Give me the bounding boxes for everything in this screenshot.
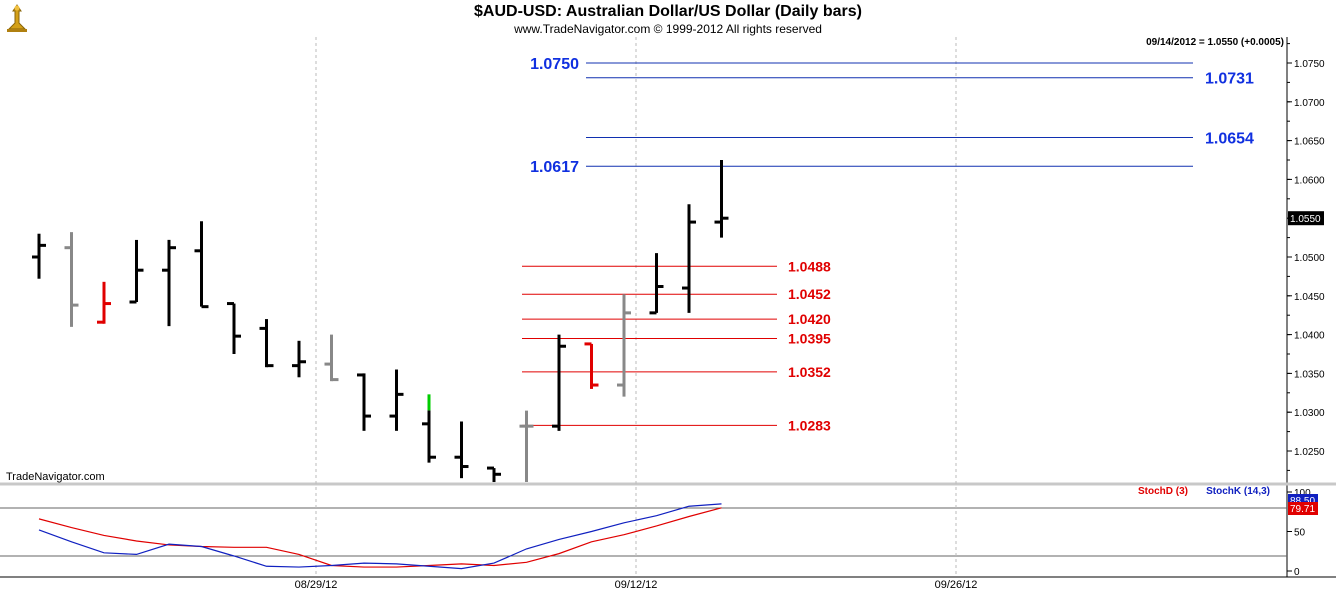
- chart-title: $AUD-USD: Australian Dollar/US Dollar (D…: [474, 3, 862, 20]
- x-tick-label: 08/29/12: [295, 579, 338, 591]
- last-price-tag: [1288, 211, 1324, 226]
- support-label: 1.0283: [788, 417, 831, 433]
- y-tick-label: 1.0600: [1294, 175, 1325, 186]
- support-label: 1.0395: [788, 330, 831, 346]
- y-tick-label: 1.0250: [1294, 447, 1325, 458]
- stoch-y-tick-label: 100: [1294, 488, 1311, 499]
- stoch-d-value: 79.71: [1290, 504, 1315, 515]
- support-label: 1.0352: [788, 364, 831, 380]
- y-tick-label: 1.0350: [1294, 369, 1325, 380]
- y-tick-label: 1.0300: [1294, 408, 1325, 419]
- stoch-k-value: 88.50: [1290, 496, 1315, 507]
- y-tick-label: 1.0450: [1294, 292, 1325, 303]
- stoch-d-value-tag: [1288, 502, 1318, 515]
- stoch-y-tick-label: 0: [1294, 567, 1300, 578]
- legend-stoch-k: StochK (14,3): [1206, 486, 1270, 497]
- y-tick-label: 1.0750: [1294, 59, 1325, 70]
- last-price-label: 1.0550: [1290, 214, 1321, 225]
- stoch-d-line[interactable]: [38, 507, 722, 568]
- resistance-label: 1.0731: [1205, 71, 1254, 88]
- y-tick-label: 1.0500: [1294, 253, 1325, 264]
- x-tick-label: 09/12/12: [615, 579, 658, 591]
- stoch-k-line[interactable]: [38, 503, 722, 570]
- legend-stoch-d: StochD (3): [1138, 486, 1188, 497]
- resistance-label: 1.0750: [530, 56, 579, 73]
- support-label: 1.0452: [788, 286, 831, 302]
- resistance-label: 1.0617: [530, 159, 579, 176]
- resistance-label: 1.0654: [1205, 130, 1254, 147]
- stoch-y-tick-label: 50: [1294, 528, 1306, 539]
- y-tick-label: 1.0650: [1294, 137, 1325, 148]
- gold-figure-logo-icon[interactable]: [3, 3, 31, 33]
- x-tick-label: 09/26/12: [935, 579, 978, 591]
- chart-subtitle: www.TradeNavigator.com © 1999-2012 All r…: [514, 22, 822, 36]
- y-tick-label: 1.0700: [1294, 98, 1325, 109]
- watermark: TradeNavigator.com: [6, 471, 105, 483]
- support-label: 1.0488: [788, 258, 831, 274]
- y-tick-label: 1.0400: [1294, 331, 1325, 342]
- support-label: 1.0420: [788, 311, 831, 327]
- last-quote: 09/14/2012 = 1.0550 (+0.0005): [1146, 37, 1284, 48]
